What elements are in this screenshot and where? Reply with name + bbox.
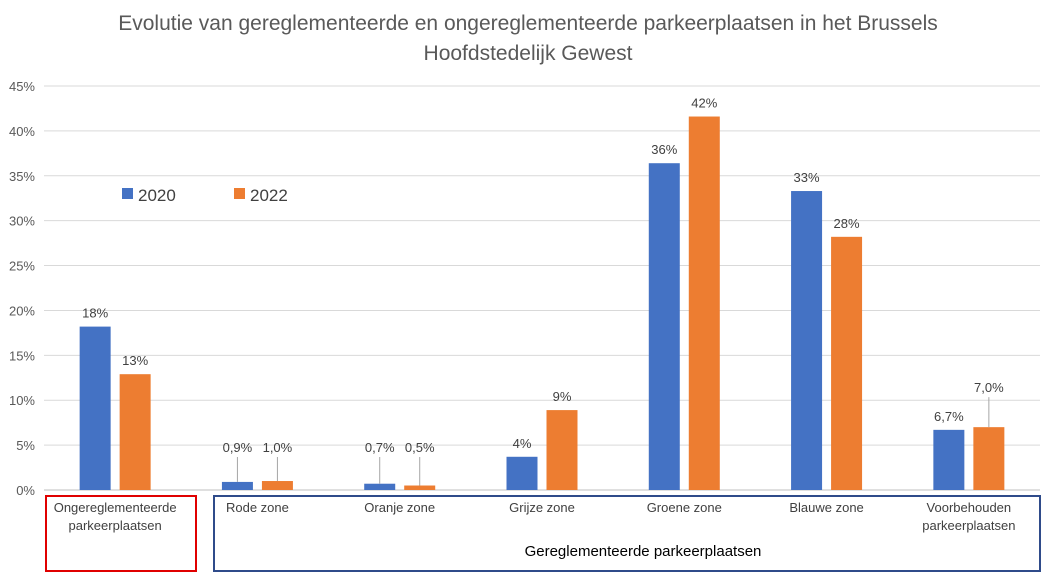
data-label-2020-4: 36% <box>651 142 677 157</box>
bar-2022-4 <box>688 116 720 490</box>
bar-2022-5 <box>831 236 863 490</box>
bar-2020-1 <box>221 481 253 490</box>
y-tick-label: 10% <box>9 393 35 408</box>
category-label: parkeerplaatsen <box>69 518 162 533</box>
data-label-2020-1: 0,9% <box>223 440 253 455</box>
bar-2020-3 <box>506 456 538 490</box>
bar-2020-6 <box>933 429 965 490</box>
bar-2022-3 <box>546 410 578 490</box>
gridlines <box>44 85 1040 491</box>
chart-title-line1: Evolutie van gereglementeerde en ongereg… <box>118 12 938 35</box>
y-tick-label: 20% <box>9 303 35 318</box>
y-tick-label: 25% <box>9 259 35 274</box>
leader-lines <box>236 397 990 486</box>
data-label-2022-1: 1,0% <box>263 440 293 455</box>
y-tick-label: 15% <box>9 348 35 363</box>
unregulated-group-box <box>45 495 197 572</box>
bar-2020-0 <box>79 326 111 490</box>
category-label: Blauwe zone <box>789 500 863 515</box>
bars <box>79 116 1005 491</box>
data-label-2022-6: 7,0% <box>974 380 1004 395</box>
data-label-2022-2: 0,5% <box>405 440 435 455</box>
y-axis: 0% 5% 10% 15% 20% 25% 30% 35% 40% 45% <box>9 79 35 498</box>
bar-2020-5 <box>791 191 823 491</box>
category-label: Grijze zone <box>509 500 575 515</box>
category-label: Ongereglementeerde <box>54 500 177 515</box>
category-label: Oranje zone <box>364 500 435 515</box>
category-label: Voorbehouden <box>927 500 1012 515</box>
data-label-2022-0: 13% <box>122 353 148 368</box>
bar-2022-0 <box>119 374 151 490</box>
legend-label-2020: 2020 <box>138 186 176 205</box>
data-label-2020-5: 33% <box>794 170 820 185</box>
bar-2022-2 <box>404 485 436 490</box>
category-label: parkeerplaatsen <box>922 518 1015 533</box>
data-label-2020-0: 18% <box>82 306 108 321</box>
bar-2022-1 <box>261 481 293 490</box>
data-label-2020-6: 6,7% <box>934 409 964 424</box>
y-tick-label: 45% <box>9 79 35 94</box>
y-tick-label: 40% <box>9 124 35 139</box>
data-label-2022-4: 42% <box>691 96 717 111</box>
data-labels: 18% 13% 0,9% 1,0% 0,7% 0,5% 4% 9% 36% 42% 33% 28% 6,… <box>82 96 1004 455</box>
bar-2020-2 <box>364 483 396 490</box>
y-tick-label: 5% <box>16 438 35 453</box>
category-labels: Ongereglementeerde parkeerplaatsen Rode zo… <box>54 500 1016 533</box>
y-tick-label: 35% <box>9 169 35 184</box>
data-label-2020-2: 0,7% <box>365 440 395 455</box>
bar-2020-4 <box>648 163 680 490</box>
category-label: Groene zone <box>647 500 722 515</box>
data-label-2020-3: 4% <box>513 436 532 451</box>
y-tick-label: 0% <box>16 483 35 498</box>
data-label-2022-3: 9% <box>553 389 572 404</box>
category-label: Rode zone <box>226 500 289 515</box>
bar-2022-6 <box>973 427 1005 490</box>
y-tick-label: 30% <box>9 214 35 229</box>
data-label-2022-5: 28% <box>834 216 860 231</box>
legend: 2020 2022 <box>122 186 288 205</box>
regulated-group-box <box>213 495 1041 572</box>
regulated-group-label: Gereglementeerde parkeerplaatsen <box>525 543 762 560</box>
legend-label-2022: 2022 <box>250 186 288 205</box>
chart-title-line2: Hoofdstedelijk Gewest <box>424 42 633 65</box>
legend-swatch-2020 <box>122 188 133 199</box>
legend-swatch-2022 <box>234 188 245 199</box>
